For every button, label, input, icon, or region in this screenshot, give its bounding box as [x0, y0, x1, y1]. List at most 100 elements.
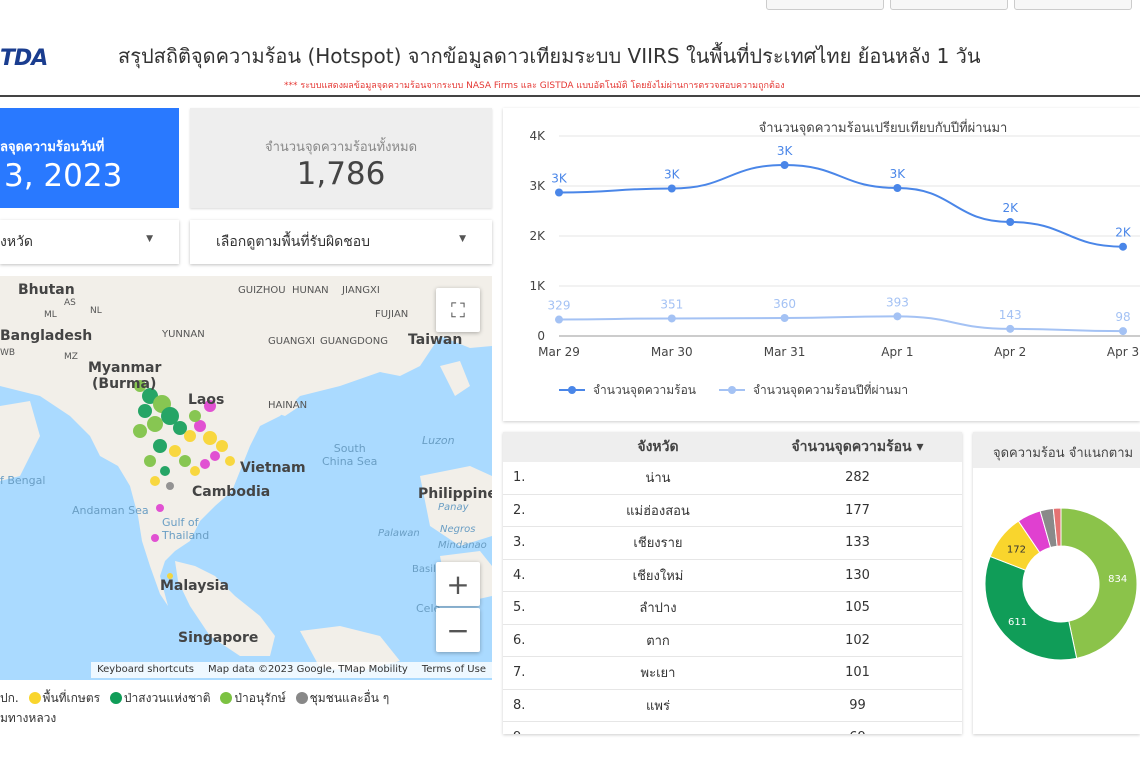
- donut-chart-svg: 834 611 172: [984, 507, 1138, 661]
- hotspot-map[interactable]: Bhutan AS ML NL Bangladesh WB MZ Myanmar…: [0, 276, 492, 680]
- data-point-series-1: [1006, 218, 1015, 226]
- total-scorecard-value: 1,786: [296, 156, 386, 192]
- count-cell: 101: [845, 665, 870, 681]
- map-label-hunan: HUNAN: [292, 285, 329, 296]
- table-body: 1. น่าน 282 2. แม่ฮ่องสอน 177 3. เชียงราย 133 4. เ…: [503, 462, 962, 734]
- data-label-series-1: 3K: [890, 167, 907, 181]
- date-scorecard-label: ลจุดความร้อนวันที่: [0, 140, 105, 155]
- map-label-as: AS: [64, 298, 76, 308]
- map-label-wb: WB: [0, 348, 16, 358]
- map-label-negros: Negros: [440, 524, 476, 535]
- table-row[interactable]: 9.69: [503, 722, 962, 734]
- line-chart-svg: จำนวนจุดความร้อนเปรียบเทียบกับปีที่ผ่านม…: [529, 119, 1140, 398]
- province-cell: น่าน: [645, 471, 671, 487]
- map-label-andaman-sea: Andaman Sea: [72, 504, 149, 517]
- count-cell: 282: [845, 470, 870, 486]
- data-point-series-1: [893, 184, 902, 192]
- terms-of-use-link[interactable]: Terms of Use: [421, 664, 486, 675]
- date-range-button-1[interactable]: [766, 0, 884, 10]
- date-range-button-2[interactable]: [890, 0, 1008, 10]
- map-label-burma: (Burma): [92, 376, 157, 392]
- map-label-fujian: FUJIAN: [375, 309, 409, 320]
- row-index: 5.: [513, 600, 526, 616]
- count-cell: 105: [845, 600, 870, 616]
- legend-item-label: ป่าสงวนแห่งชาติ: [123, 691, 211, 705]
- category-donut-chart: 834 611 172 จุดความร้อน จำแนกตาม: [973, 432, 1140, 734]
- map-label-malaysia: Malaysia: [160, 578, 229, 594]
- date-scorecard: ลจุดความร้อนวันที่ 3, 2023: [0, 108, 179, 208]
- legend-swatch-dot: [728, 386, 736, 394]
- map-label-guangxi: GUANGXI: [268, 336, 315, 347]
- map-label-palawan: Palawan: [378, 528, 420, 539]
- table-row[interactable]: 3. เชียงราย 133: [503, 527, 962, 560]
- x-tick-label: Apr 3: [1107, 345, 1139, 359]
- data-point-series-2: [555, 315, 563, 324]
- province-cell: ตาก: [646, 633, 670, 649]
- date-range-button-3[interactable]: [1014, 0, 1132, 10]
- map-land: [0, 276, 492, 671]
- table-row[interactable]: 4. เชียงใหม่ 130: [503, 560, 962, 592]
- zoom-out-button[interactable]: −: [436, 608, 480, 652]
- row-index: 1.: [513, 470, 526, 486]
- y-tick-label: 0: [537, 329, 545, 343]
- count-column-header[interactable]: จำนวนจุดความร้อน ▾: [791, 439, 924, 455]
- province-dropdown[interactable]: งหวัด ▼: [0, 220, 179, 264]
- y-tick-label: 4K: [529, 129, 546, 143]
- y-tick-label: 3K: [529, 179, 546, 193]
- table-row[interactable]: 8. แพร่ 99: [503, 690, 962, 722]
- table-row[interactable]: 5. ลำปาง 105: [503, 592, 962, 625]
- donut-slice-label: 611: [1008, 617, 1027, 628]
- row-index: 8.: [513, 697, 526, 713]
- province-cell: ลำปาง: [639, 601, 677, 617]
- date-scorecard-value: 3, 2023: [4, 158, 123, 194]
- total-scorecard-label: จำนวนจุดความร้อนทั้งหมด: [264, 140, 418, 155]
- province-dropdown-label: งหวัด: [0, 234, 34, 250]
- count-cell: 177: [845, 502, 870, 518]
- count-cell: 133: [845, 535, 870, 551]
- data-label-series-2: 143: [999, 308, 1022, 322]
- donut-slice: [1052, 507, 1062, 547]
- map-label-bangladesh: Bangladesh: [0, 328, 93, 344]
- province-cell: เชียงราย: [633, 536, 683, 552]
- table-row[interactable]: 2. แม่ฮ่องสอน 177: [503, 495, 962, 527]
- data-point-series-1: [1119, 242, 1127, 251]
- series-line-1: [558, 163, 1124, 248]
- legend-item-label: พื้นที่เกษตร: [42, 691, 101, 705]
- area-dropdown-label: เลือกดูตามพื้นที่รับผิดชอบ: [216, 234, 371, 250]
- map-label-gulf-of-thailand: Gulf of Thailand: [162, 516, 210, 542]
- province-cell: พะเยา: [640, 666, 676, 682]
- map-label-guangdong: GUANGDONG: [320, 336, 388, 347]
- data-point-series-2: [667, 314, 676, 323]
- table-row[interactable]: 6. ตาก 102: [503, 625, 962, 657]
- table-row[interactable]: 1. น่าน 282: [503, 462, 962, 495]
- data-point-series-2: [780, 314, 789, 322]
- map-label-panay: Panay: [438, 502, 469, 513]
- top-buttons: [766, 0, 1132, 10]
- zoom-in-button[interactable]: +: [436, 562, 480, 606]
- fullscreen-button[interactable]: ⛶: [436, 288, 480, 332]
- y-tick-label: 1K: [529, 279, 546, 293]
- series-line-2: [558, 315, 1124, 333]
- province-column-header[interactable]: จังหวัด: [637, 439, 679, 455]
- data-point-series-1: [555, 188, 563, 197]
- legend-dot-agriculture: [28, 692, 41, 704]
- map-label-mz: MZ: [64, 352, 78, 362]
- donut-slice: [1060, 507, 1138, 659]
- donut-slice-label: 834: [1108, 574, 1127, 585]
- legend-dot-community: [295, 692, 308, 704]
- map-label-yunnan: YUNNAN: [162, 329, 205, 340]
- disclaimer-text: *** ระบบแสดงผลข้อมูลจุดความร้อนจากระบบ N…: [284, 81, 785, 91]
- legend-item-label: ปก.: [0, 691, 19, 705]
- data-point-series-2: [1006, 324, 1015, 333]
- data-label-series-1: 3K: [551, 172, 568, 186]
- y-tick-label: 2K: [529, 229, 546, 243]
- row-index: 4.: [513, 567, 526, 583]
- area-dropdown[interactable]: เลือกดูตามพื้นที่รับผิดชอบ ▼: [190, 220, 492, 264]
- plus-icon: +: [446, 567, 470, 601]
- data-label-series-2: 393: [886, 295, 909, 309]
- map-label-south-china-sea: South China Sea: [322, 442, 378, 468]
- keyboard-shortcuts-link[interactable]: Keyboard shortcuts: [97, 664, 194, 675]
- row-index: 2.: [513, 502, 526, 518]
- table-row[interactable]: 7. พะเยา 101: [503, 657, 962, 690]
- row-index: 3.: [513, 535, 526, 551]
